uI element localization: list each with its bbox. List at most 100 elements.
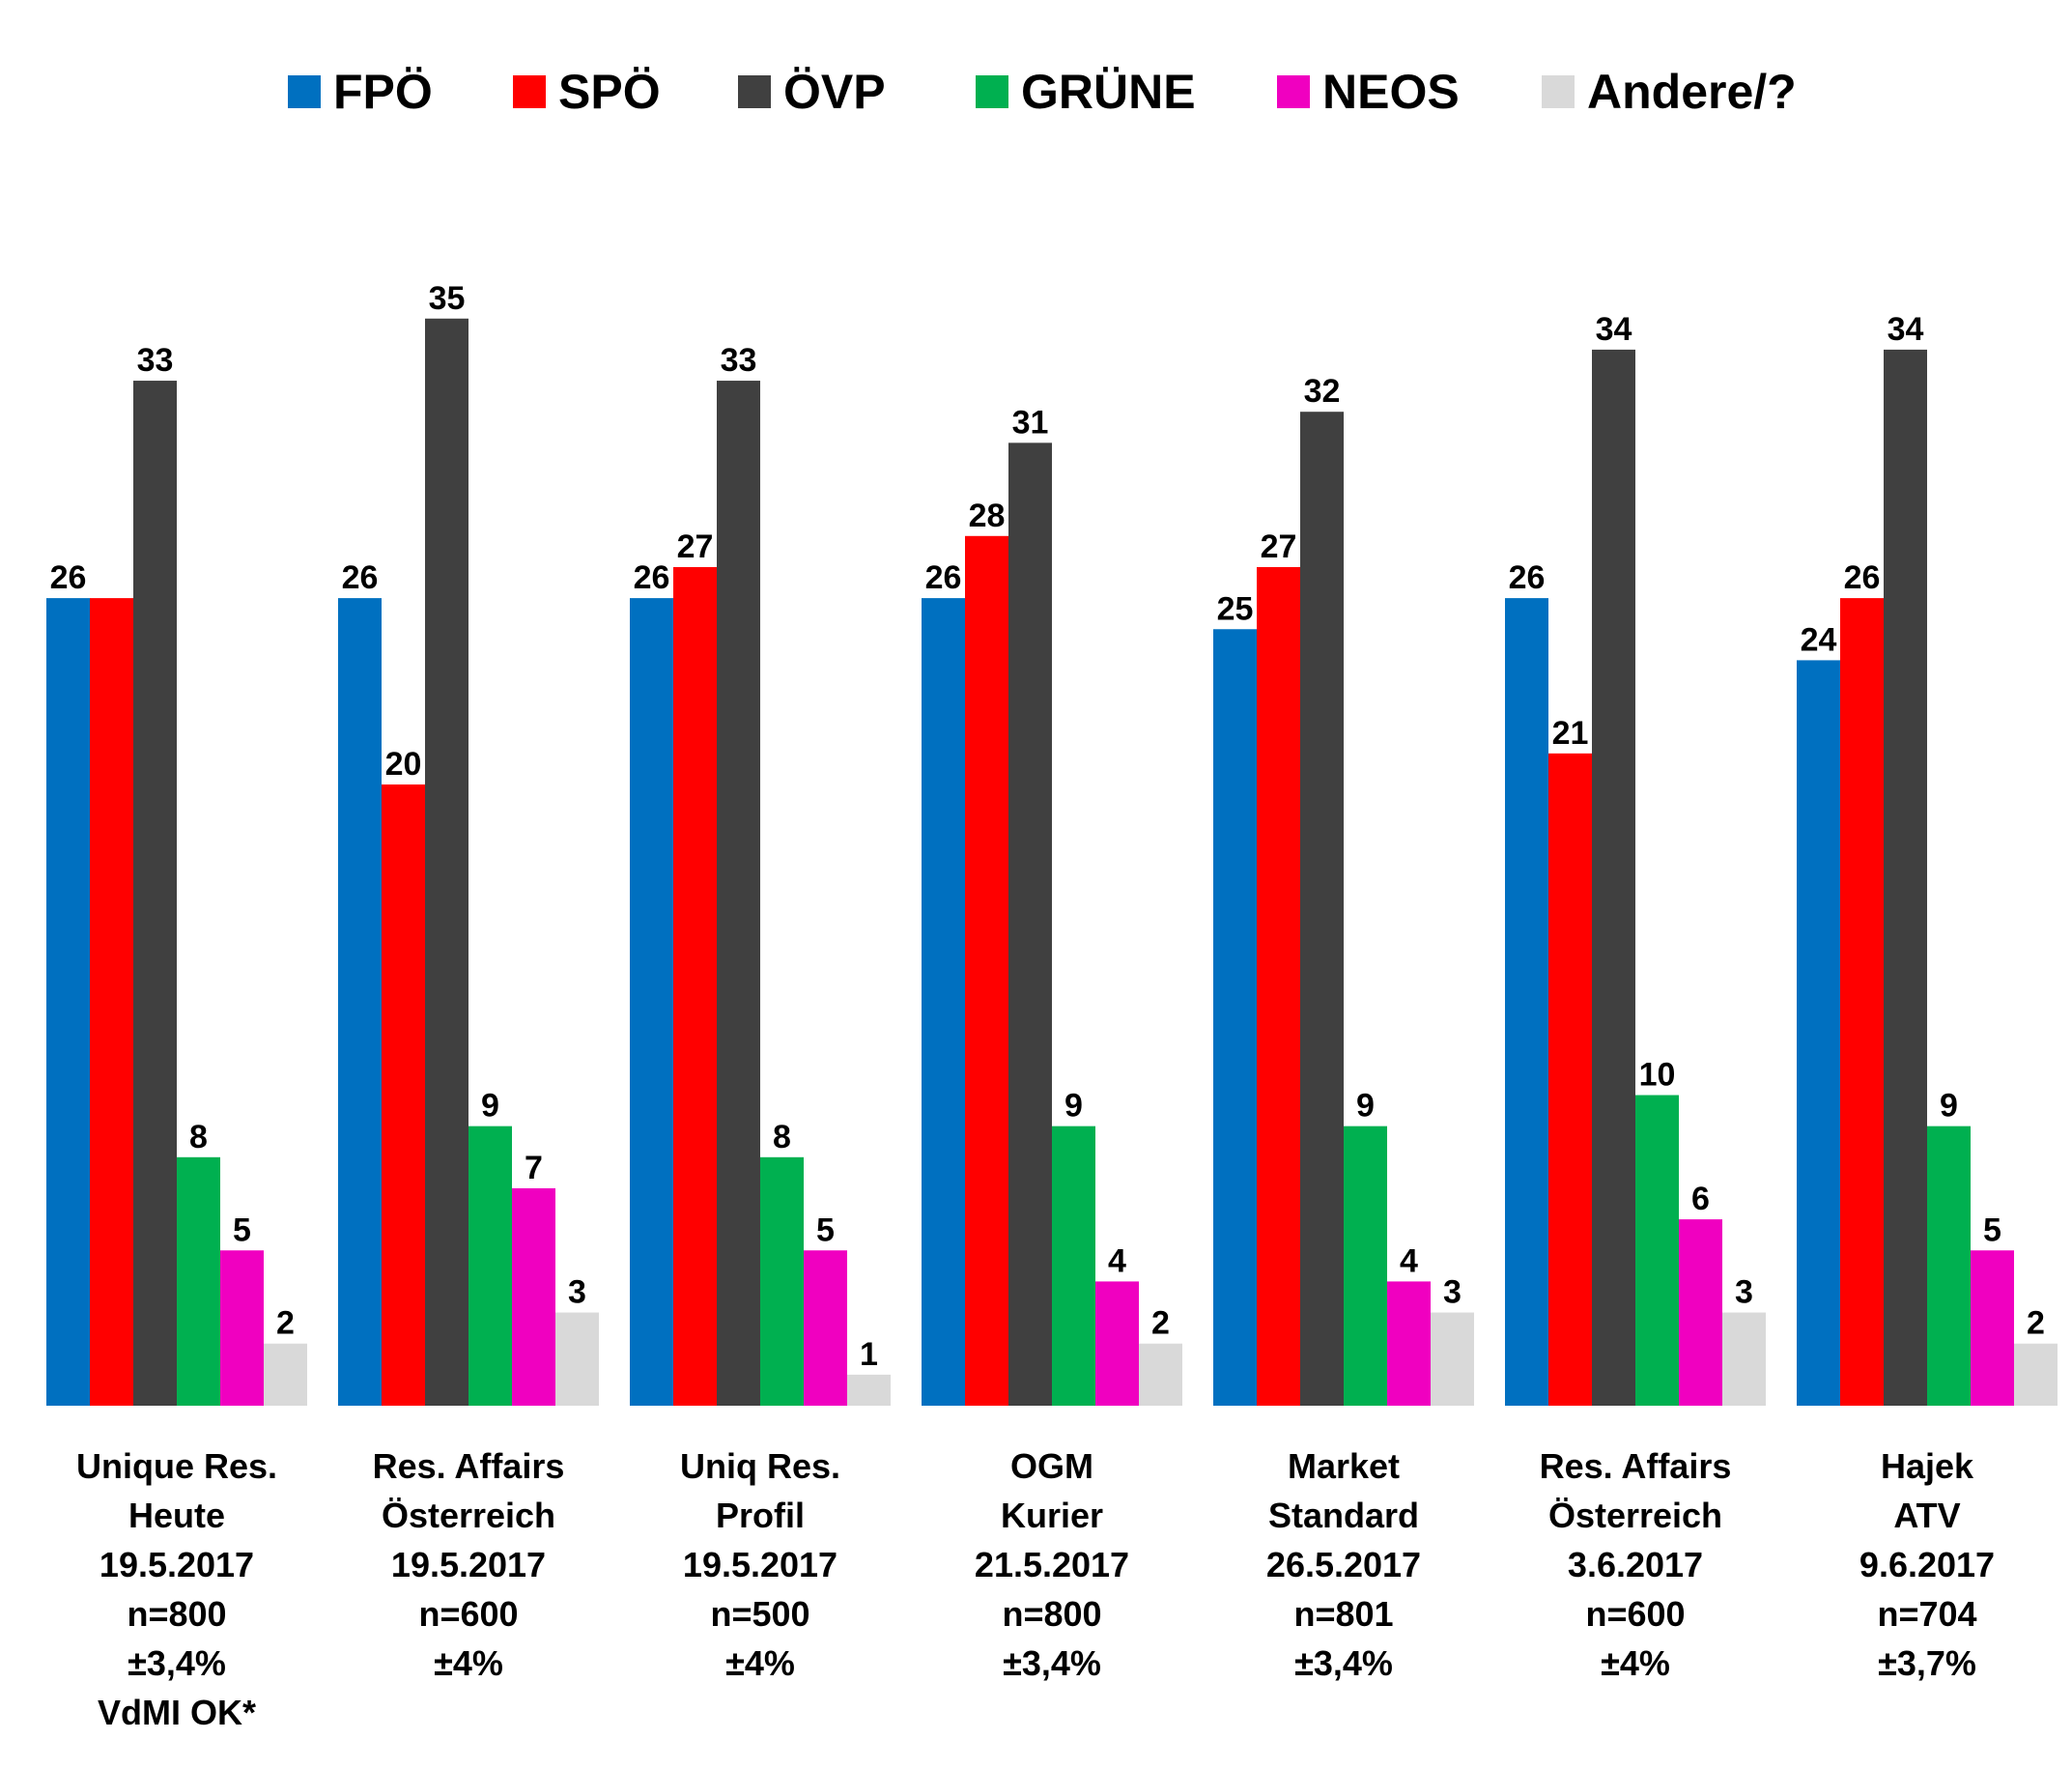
bar-spoe-group-1: [90, 598, 133, 1406]
data-label-neos-group-5: 4: [1400, 1242, 1418, 1279]
data-label-fpoe-group-2: 26: [342, 559, 379, 596]
data-label-fpoe-group-3: 26: [634, 559, 670, 596]
bar-gruene-group-4: [1052, 1126, 1095, 1406]
bar-fpoe-group-3: [630, 598, 673, 1406]
category-label-group-3-line-4: n=500: [710, 1594, 809, 1634]
category-label-group-1-line-2: Heute: [128, 1496, 225, 1535]
bar-gruene-group-7: [1927, 1126, 1971, 1406]
category-label-group-5-line-3: 26.5.2017: [1266, 1545, 1421, 1584]
bars-layer: [46, 318, 2058, 1407]
category-label-group-7-line-3: 9.6.2017: [1859, 1545, 1995, 1584]
bar-oevp-group-4: [1008, 442, 1052, 1407]
data-label-neos-group-1: 5: [233, 1212, 251, 1248]
category-label-group-6-line-2: Österreich: [1548, 1496, 1722, 1535]
bar-andere-group-4: [1139, 1343, 1182, 1406]
bar-neos-group-5: [1387, 1281, 1431, 1406]
bar-spoe-group-4: [965, 535, 1008, 1406]
category-label-group-5-line-2: Standard: [1268, 1496, 1419, 1535]
category-label-group-6-line-4: n=600: [1585, 1594, 1685, 1634]
data-label-gruene-group-6: 10: [1639, 1057, 1676, 1094]
category-label-group-1-line-4: n=800: [127, 1594, 226, 1634]
data-label-andere-group-7: 2: [2027, 1305, 2045, 1342]
data-label-spoe-group-6: 21: [1552, 715, 1589, 752]
bar-andere-group-2: [555, 1312, 599, 1406]
data-label-andere-group-5: 3: [1443, 1274, 1462, 1311]
category-label-group-7-line-4: n=704: [1877, 1594, 1976, 1634]
data-label-fpoe-group-1: 26: [50, 559, 87, 596]
bar-oevp-group-6: [1592, 349, 1635, 1406]
data-label-gruene-group-2: 9: [481, 1088, 499, 1125]
data-label-fpoe-group-4: 26: [925, 559, 962, 596]
data-label-andere-group-2: 3: [568, 1274, 586, 1311]
bar-andere-group-3: [847, 1374, 891, 1406]
category-label-group-6-line-3: 3.6.2017: [1568, 1545, 1703, 1584]
bar-oevp-group-7: [1884, 349, 1927, 1406]
category-label-group-2-line-1: Res. Affairs: [373, 1446, 565, 1486]
data-label-fpoe-group-5: 25: [1217, 590, 1254, 627]
data-label-spoe-group-7: 26: [1844, 559, 1881, 596]
category-label-group-5-line-1: Market: [1288, 1446, 1400, 1486]
category-label-group-1-line-3: 19.5.2017: [99, 1545, 254, 1584]
bar-oevp-group-5: [1300, 412, 1344, 1407]
category-label-group-1-line-1: Unique Res.: [76, 1446, 277, 1486]
data-label-oevp-group-4: 31: [1012, 404, 1049, 441]
bar-andere-group-6: [1722, 1312, 1766, 1406]
data-label-gruene-group-4: 9: [1064, 1088, 1083, 1125]
data-label-andere-group-6: 3: [1735, 1274, 1753, 1311]
legend-swatch-fpoe: [288, 75, 321, 108]
data-label-neos-group-2: 7: [525, 1150, 543, 1186]
bar-spoe-group-3: [673, 566, 717, 1406]
bar-neos-group-3: [804, 1250, 847, 1406]
category-label-group-2-line-3: 19.5.2017: [391, 1545, 546, 1584]
legend-swatch-andere: [1542, 75, 1575, 108]
legend-label-fpoe: FPÖ: [333, 65, 433, 119]
data-label-neos-group-3: 5: [816, 1212, 835, 1248]
legend-label-gruene: GRÜNE: [1021, 65, 1196, 119]
category-label-group-4-line-1: OGM: [1010, 1446, 1093, 1486]
data-label-fpoe-group-6: 26: [1509, 559, 1546, 596]
bar-andere-group-5: [1431, 1312, 1474, 1406]
bar-spoe-group-2: [382, 784, 425, 1406]
bar-gruene-group-3: [760, 1156, 804, 1406]
bar-fpoe-group-4: [922, 598, 965, 1406]
data-label-oevp-group-5: 32: [1304, 373, 1341, 410]
category-label-group-3-line-3: 19.5.2017: [683, 1545, 837, 1584]
data-label-spoe-group-4: 28: [969, 498, 1006, 534]
legend-swatch-spoe: [513, 75, 546, 108]
category-label-group-1-line-5: ±3,4%: [128, 1643, 226, 1683]
chart-legend: FPÖ SPÖ ÖVP GRÜNE NEOS Andere/?: [288, 65, 1797, 119]
bar-neos-group-2: [512, 1187, 555, 1406]
category-label-group-7-line-2: ATV: [1893, 1496, 1960, 1535]
data-label-andere-group-3: 1: [860, 1336, 878, 1373]
data-label-gruene-group-1: 8: [189, 1119, 208, 1155]
category-label-group-4-line-5: ±3,4%: [1003, 1643, 1101, 1683]
data-label-andere-group-4: 2: [1151, 1305, 1170, 1342]
category-label-group-7-line-1: Hajek: [1881, 1446, 1974, 1486]
data-label-fpoe-group-7: 24: [1801, 621, 1837, 658]
category-label-group-6-line-1: Res. Affairs: [1540, 1446, 1732, 1486]
data-label-spoe-group-5: 27: [1261, 528, 1297, 565]
bar-neos-group-4: [1095, 1281, 1139, 1406]
legend-label-spoe: SPÖ: [558, 65, 661, 119]
category-label-group-7-line-5: ±3,7%: [1878, 1643, 1976, 1683]
data-label-oevp-group-7: 34: [1888, 311, 1924, 348]
bar-neos-group-7: [1971, 1250, 2014, 1406]
bar-gruene-group-6: [1635, 1095, 1679, 1406]
bar-neos-group-6: [1679, 1219, 1722, 1406]
category-label-group-1-line-6: VdMI OK*: [98, 1693, 256, 1732]
category-label-group-4-line-2: Kurier: [1001, 1496, 1103, 1535]
bar-gruene-group-2: [468, 1126, 512, 1406]
category-label-group-6-line-5: ±4%: [1601, 1643, 1670, 1683]
legend-swatch-oevp: [738, 75, 771, 108]
bar-fpoe-group-5: [1213, 629, 1257, 1406]
bar-oevp-group-1: [133, 381, 177, 1406]
category-labels-layer: Unique Res. Heute 19.5.2017 n=800 ±3,4% VdMI …: [76, 1446, 1995, 1732]
category-label-group-5-line-5: ±3,4%: [1294, 1643, 1393, 1683]
category-label-group-3-line-2: Profil: [716, 1496, 805, 1535]
bar-andere-group-7: [2014, 1343, 2058, 1406]
data-label-oevp-group-6: 34: [1596, 311, 1632, 348]
bar-neos-group-1: [220, 1250, 264, 1406]
bar-oevp-group-3: [717, 381, 760, 1406]
bar-spoe-group-7: [1840, 598, 1884, 1406]
